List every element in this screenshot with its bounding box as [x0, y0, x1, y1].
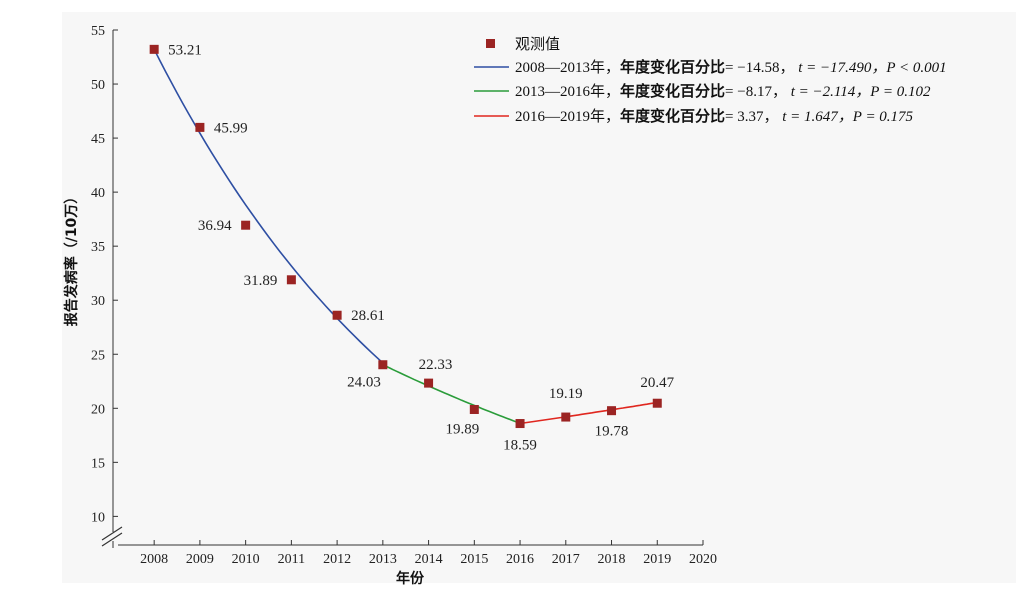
x-tick-label: 2011 — [278, 552, 305, 567]
observed-point — [332, 310, 342, 320]
y-tick-label: 40 — [91, 186, 105, 201]
fitted-lines-group — [153, 48, 658, 425]
x-tick-label: 2018 — [598, 552, 626, 567]
y-axis-title: 报告发病率（/10万） — [63, 190, 80, 327]
x-tick-label: 2013 — [369, 552, 397, 567]
legend-label-segment: 2008—2013年，年度变化百分比= −14.58， t = −17.490，… — [515, 58, 947, 76]
axis-break-mark — [101, 526, 123, 541]
x-tick-label: 2016 — [506, 552, 534, 567]
x-tick-label: 2014 — [415, 552, 443, 567]
observed-point — [515, 419, 525, 429]
y-tick-label: 50 — [91, 78, 105, 93]
x-tick-label: 2019 — [643, 552, 671, 567]
observed-point — [561, 412, 571, 422]
observed-point — [286, 275, 296, 285]
data-label: 19.78 — [595, 424, 629, 440]
legend: 观测值 2008—2013年，年度变化百分比= −14.58， t = −17.4… — [474, 36, 947, 125]
observed-point — [195, 122, 205, 132]
observed-point — [149, 44, 159, 54]
legend-label-segment: 2016—2019年，年度变化百分比= 3.37， t = 1.647，P = … — [515, 107, 914, 125]
x-tick-label: 2009 — [186, 552, 214, 567]
observed-points-group — [149, 44, 662, 429]
observed-point — [607, 406, 617, 416]
plot-background — [62, 12, 1016, 583]
y-tick-label: 20 — [91, 402, 105, 417]
observed-point — [378, 360, 388, 370]
x-axis-title: 年份 — [396, 570, 425, 587]
y-tick-label: 25 — [91, 348, 105, 363]
data-label: 19.89 — [445, 421, 479, 437]
value-labels-group: 53.21 45.99 36.94 31.89 28.61 24.03 22.33 19.89… — [168, 42, 674, 453]
data-label: 45.99 — [214, 120, 248, 136]
x-tick-label: 2020 — [689, 552, 717, 567]
data-label: 22.33 — [419, 357, 453, 373]
data-label: 20.47 — [640, 375, 674, 391]
data-label: 53.21 — [168, 42, 202, 58]
legend-marker-observed — [486, 39, 495, 48]
data-label: 31.89 — [244, 273, 278, 289]
fitted-segment-line — [519, 401, 658, 425]
y-tick-label: 30 — [91, 294, 105, 309]
data-label: 28.61 — [351, 308, 385, 324]
fitted-segment-line — [382, 363, 521, 425]
fitted-segment-line — [153, 48, 384, 364]
x-tick-label: 2017 — [552, 552, 580, 567]
x-tick-label: 2010 — [232, 552, 260, 567]
y-tick-label: 35 — [91, 240, 105, 255]
data-label: 19.19 — [549, 386, 583, 402]
y-tick-label: 10 — [91, 510, 105, 525]
legend-label-segment: 2013—2016年，年度变化百分比= −8.17， t = −2.114，P … — [515, 82, 931, 100]
observed-point — [241, 220, 251, 230]
observed-point — [424, 378, 434, 388]
x-tick-label: 2015 — [460, 552, 488, 567]
y-tick-label: 15 — [91, 456, 105, 471]
data-label: 36.94 — [198, 218, 232, 234]
observed-point — [652, 398, 662, 408]
axes-group: 10 15 20 25 30 35 40 45 50 55 2008 2009 2010 2011 2012… — [91, 24, 717, 567]
axis-break-mark — [101, 532, 123, 547]
data-label: 18.59 — [503, 438, 537, 454]
x-tick-label: 2012 — [323, 552, 351, 567]
observed-point — [469, 404, 479, 414]
x-tick-label: 2008 — [140, 552, 168, 567]
data-label: 24.03 — [347, 375, 381, 391]
legend-label-observed: 观测值 — [515, 36, 560, 53]
y-tick-label: 45 — [91, 132, 105, 147]
y-tick-label: 55 — [91, 24, 105, 39]
